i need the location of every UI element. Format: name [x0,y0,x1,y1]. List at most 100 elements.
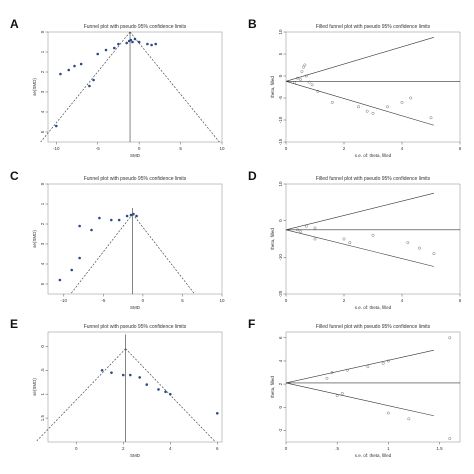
study-point [357,105,360,109]
ci-limit-upper [285,349,434,384]
y-tick-label: -20 [278,290,283,297]
x-tick-label: 1.5 [436,446,443,451]
chart-title: Funnel plot with pseudo 95% confidence l… [84,24,187,30]
study-point [381,361,385,365]
panel-B: B Filled funnel plot with pseudo 95% conf… [248,17,462,158]
chart-title: Funnel plot with pseudo 95% confidence l… [84,176,187,182]
y-tick-label: 3 [40,90,45,93]
study-point [330,371,334,374]
study-point [90,228,93,232]
study-point [348,241,352,245]
study-point [331,101,334,104]
x-tick-label: 5 [179,146,182,151]
x-tick-label: 0 [285,298,288,303]
study-point [100,368,104,372]
study-point [138,376,142,379]
x-tick-label: 4 [401,146,404,151]
y-axis-label: se(SMD) [32,78,37,96]
study-point [121,373,125,377]
chart-title: Funnel plot with pseudo 95% confidence l… [84,324,187,330]
y-tick-label: -10 [278,116,283,123]
y-tick-label: 1 [40,202,45,205]
study-point [117,218,121,222]
study-point [386,359,390,363]
ci-limit-upper [285,192,434,231]
chart-title: Filled funnel plot with pseudo 95% confi… [316,176,431,182]
ci-limit-upper [285,37,434,82]
study-point [58,278,62,282]
chart-title: Filled funnel plot with pseudo 95% confi… [316,324,431,330]
study-point [304,74,308,78]
x-tick-label: 6 [459,298,462,303]
x-tick-label: 6 [216,446,219,451]
study-point [104,48,108,52]
panel-letter: B [248,17,257,31]
panel-A: A Funnel plot with pseudo 95% confidence … [10,17,225,158]
ci-limit-right [129,31,220,143]
y-axis-label: theta, filled [270,76,275,98]
x-tick-label: 4 [169,446,172,451]
x-axis-label: SMD [130,453,141,458]
study-point [300,70,304,73]
study-point [168,392,172,396]
panel-letter: E [10,317,18,331]
study-point [112,46,116,50]
ci-limit-right [132,213,195,295]
panel-letter: D [248,169,257,183]
study-point [432,252,436,256]
plot-frame [47,183,223,295]
plot-frame [285,31,461,143]
study-point [125,214,129,218]
study-point [110,371,113,374]
y-tick-label: 4 [40,110,45,113]
x-tick-label: 10 [219,146,225,151]
y-tick-label: 1 [40,50,45,53]
x-tick-label: .5 [335,446,339,451]
study-point [346,368,349,372]
study-point [133,37,137,41]
study-point [293,81,297,84]
plot-frame [285,331,461,443]
study-point [340,391,344,395]
plot-frame [47,31,223,143]
y-tick-label: 10 [278,29,283,35]
y-tick-label: 5 [40,130,45,133]
study-point [407,417,411,421]
study-point [400,101,404,104]
y-tick-label: 0 [278,219,283,222]
ci-limit-lower [285,80,434,126]
study-point [150,43,153,47]
study-point [448,437,452,440]
study-point [157,388,160,391]
study-point [316,90,320,93]
y-tick-label: -15 [278,138,283,145]
x-tick-label: 2 [122,446,125,451]
panel-E: E Funnel plot with pseudo 95% confidence … [10,317,223,458]
study-point [215,412,219,415]
study-point [299,230,302,234]
x-axis-label: s.e. of: theta, filled [355,153,392,158]
study-point [79,62,83,66]
study-point [154,42,158,46]
study-point [417,246,421,250]
study-point [325,376,329,380]
y-tick-label: 0 [40,182,45,185]
study-point [310,83,314,87]
study-point [409,96,413,100]
study-point [299,78,302,81]
y-tick-label: 4 [278,359,283,362]
panel-D: D Filled funnel plot with pseudo 95% conf… [248,169,462,310]
study-point [78,256,81,260]
study-point [335,394,339,398]
x-tick-label: -10 [53,146,60,151]
x-tick-label: -5 [96,146,100,151]
study-point [386,105,389,109]
study-point [146,42,149,46]
study-point [73,64,76,68]
y-tick-label: -2 [278,428,283,432]
ci-limit-left [35,348,126,443]
study-point [92,78,95,82]
x-tick-label: 5 [181,298,184,303]
x-tick-label: 4 [401,298,404,303]
x-tick-label: -10 [61,298,68,303]
